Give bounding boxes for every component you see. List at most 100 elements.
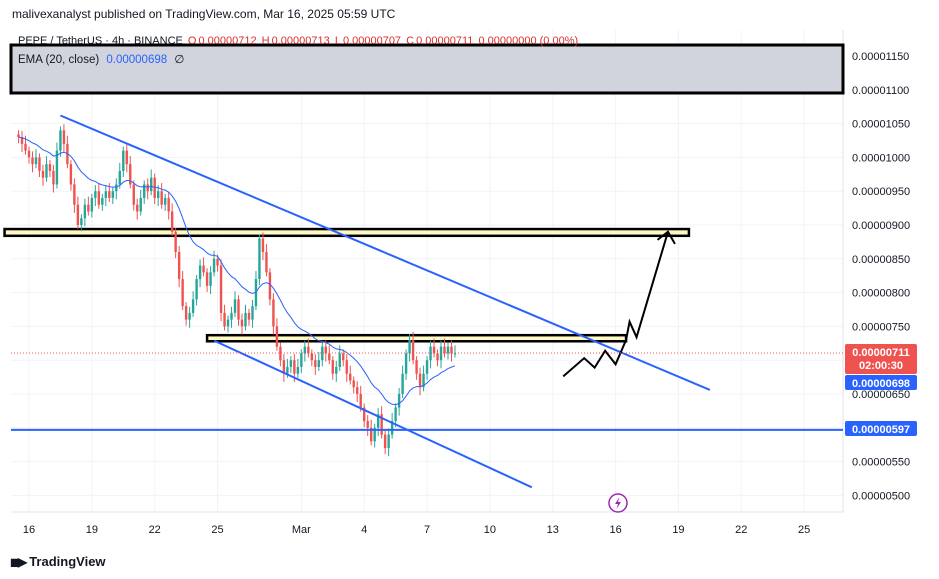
candle-body: [436, 353, 439, 361]
candle-body: [233, 299, 237, 313]
y-tick-label: 0.00000800: [852, 288, 910, 300]
candle-body: [404, 353, 408, 374]
candle-body: [97, 191, 101, 205]
candle-body: [335, 366, 338, 374]
candle-body: [275, 326, 279, 347]
x-tick-label: 19: [672, 524, 684, 536]
low-value: 0.00000707: [342, 35, 402, 47]
candle-body: [122, 150, 125, 171]
projection-arrow-head: [656, 230, 676, 245]
candle-body: [24, 143, 27, 151]
candle-body: [62, 130, 66, 144]
candle-body: [418, 373, 422, 388]
last-price-tag: [845, 344, 917, 374]
symbol-name[interactable]: PEPE / TetherUS · 4h · BINANCE: [18, 35, 183, 47]
candle-body: [226, 319, 230, 327]
candle-body: [401, 373, 404, 394]
candle-body: [289, 360, 293, 367]
y-tick-label: 0.00000650: [852, 389, 910, 401]
ema-price-tag-text: 0.00000698: [852, 378, 910, 390]
candle-body: [198, 265, 202, 280]
candle-body: [177, 252, 181, 280]
y-tick-label: 0.00001100: [852, 85, 909, 97]
candle-body: [205, 272, 209, 286]
candle-body: [108, 191, 111, 198]
indicator-legend[interactable]: EMA (20, close) 0.00000698 ∅: [18, 52, 184, 66]
candle-body: [411, 339, 415, 361]
candle-body: [132, 184, 135, 205]
x-tick-label: 10: [484, 524, 496, 536]
candle-body: [443, 346, 446, 354]
candle-body: [240, 319, 244, 327]
candle-body: [80, 218, 83, 225]
x-tick-label: 16: [23, 524, 35, 536]
candle-body: [230, 312, 233, 320]
tradingview-logo[interactable]: ◼▶ TradingView: [10, 554, 106, 569]
candle-body: [268, 272, 272, 300]
candle-body: [111, 191, 114, 198]
candle-body: [181, 279, 184, 307]
candle-body: [143, 184, 146, 198]
candle-body: [167, 197, 170, 212]
candle-body: [174, 231, 177, 253]
candle-body: [237, 299, 240, 320]
candle-body: [184, 306, 188, 320]
x-tick-label: 22: [735, 524, 747, 536]
candle-body: [212, 258, 216, 273]
y-tick-label: 0.00001150: [852, 51, 909, 63]
candle-body: [76, 204, 80, 225]
candle-body: [345, 360, 348, 374]
candle-body: [125, 150, 128, 165]
candles: [17, 124, 457, 457]
candle-body: [265, 252, 268, 273]
x-tick-label: 7: [424, 524, 430, 536]
candle-body: [87, 204, 90, 212]
candle-body: [73, 184, 76, 205]
candle-body: [369, 427, 373, 442]
candle-body: [352, 380, 355, 388]
y-tick-label: 0.00001000: [852, 152, 910, 164]
candle-body: [338, 353, 341, 367]
candle-body: [101, 197, 104, 205]
candle-body: [188, 312, 191, 320]
last-price-tag-text: 0.00000711: [852, 347, 910, 359]
candle-body: [129, 164, 132, 185]
time-axis[interactable]: 16 19 22 25 Mar 4 7 10 13 16 19 22 25: [23, 524, 810, 536]
candle-body: [251, 306, 254, 320]
candle-body: [415, 360, 418, 374]
candle-body: [422, 373, 425, 388]
candle-body: [394, 407, 397, 422]
candle-body: [45, 164, 48, 178]
x-tick-label: 19: [86, 524, 98, 536]
candle-body: [359, 394, 362, 408]
x-tick-label: 25: [798, 524, 810, 536]
ema-label: EMA (20, close): [18, 54, 100, 66]
candle-body: [163, 197, 167, 205]
candle-body: [286, 366, 289, 374]
drawings-front: [11, 114, 843, 489]
candle-body: [55, 150, 59, 185]
breakout-zone: [205, 333, 628, 343]
candle-body: [453, 353, 457, 355]
candle-body: [300, 353, 303, 367]
y-tick-label: 0.00000500: [852, 490, 910, 502]
publisher-line: malivexanalyst published on TradingView.…: [12, 7, 396, 21]
candle-body: [331, 360, 334, 374]
symbol-legend: PEPE / TetherUS · 4h · BINANCE O 0.000007…: [18, 35, 578, 47]
candle-body: [383, 434, 387, 449]
candle-body: [321, 346, 324, 361]
candle-body: [296, 366, 300, 374]
channel-upper-line: [60, 114, 711, 391]
candle-body: [363, 407, 366, 422]
candle-body: [258, 238, 261, 280]
high-value: 0.00000713: [271, 35, 330, 47]
close-value: 0.00000711: [416, 35, 474, 47]
candle-body: [31, 157, 34, 165]
lightning-icon[interactable]: [608, 493, 628, 513]
candle-body: [272, 299, 275, 327]
candle-body: [136, 204, 139, 212]
candle-body: [195, 279, 198, 300]
candle-body: [115, 184, 118, 192]
